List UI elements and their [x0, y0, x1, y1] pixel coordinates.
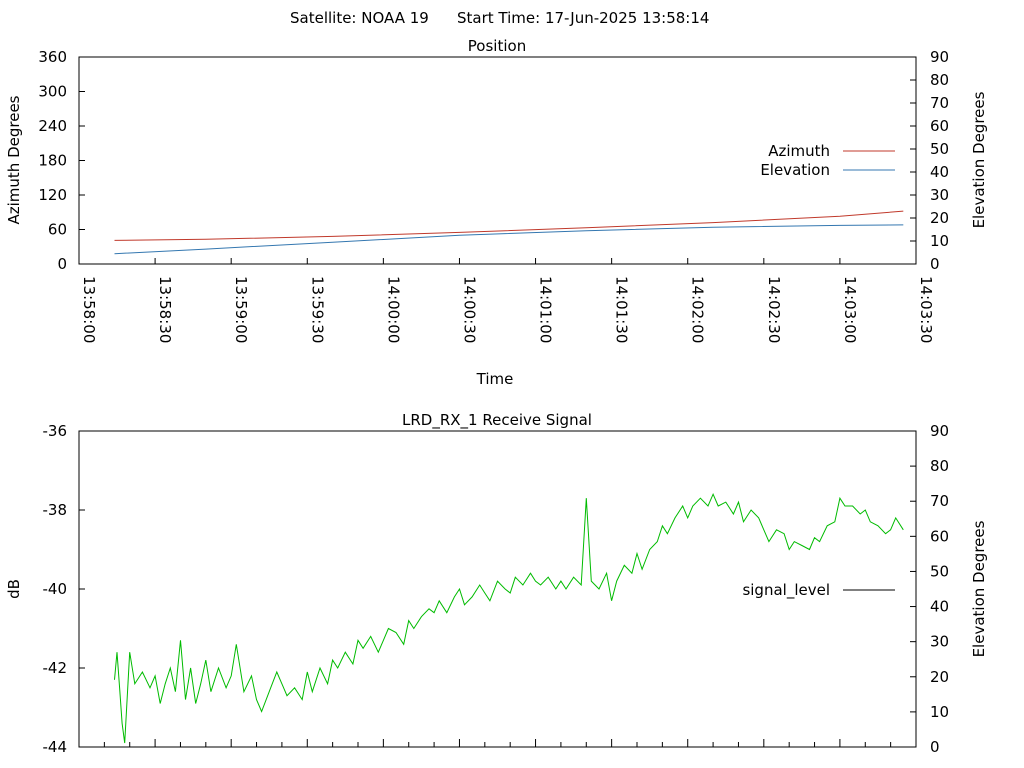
signal-y-tick-label: -40: [43, 580, 68, 598]
position-x-tick-label: 14:01:30: [613, 276, 631, 343]
position-y2-axis: 0 10 20 30 40 50 60 70 80 90: [910, 48, 949, 273]
position-x-tick-label: 14:03:00: [841, 276, 859, 343]
position-x-tick-label: 14:02:00: [689, 276, 707, 343]
position-y-tick-label: 0: [57, 255, 67, 273]
signal-y2-axis: 0 10 20 30 40 50 60 70 80 90: [910, 422, 949, 756]
position-y2-tick-label: 80: [930, 71, 949, 89]
azimuth-series-line: [114, 210, 904, 241]
signal-y-tick-label: -38: [43, 501, 68, 519]
signal-chart: LRD_RX_1 Receive Signal -44-42-40-38-36 …: [5, 411, 988, 756]
position-x-tick-label: 14:00:00: [384, 276, 402, 343]
position-x-axis: 13:58:00 13:58:30 13:59:00 13:59:30 14:00:00…: [78, 258, 935, 343]
position-y-tick-label: 240: [38, 117, 67, 135]
position-legend: Azimuth Elevation: [760, 142, 895, 179]
signal-y2label: Elevation Degrees: [970, 520, 988, 657]
signal-y2-tick-label: 70: [930, 492, 949, 510]
position-x-tick-label: 14:02:30: [765, 276, 783, 343]
start-time-label: Start Time: 17-Jun-2025 13:58:14: [457, 9, 709, 27]
position-x-tick-label: 13:59:00: [232, 276, 250, 343]
position-y-tick-label: 360: [38, 48, 67, 66]
position-y2-tick-label: 90: [930, 48, 949, 66]
position-y-axis: 0 60 120 180 240 300 360: [38, 48, 85, 273]
position-y2-tick-label: 60: [930, 117, 949, 135]
position-y-tick-label: 60: [48, 221, 67, 239]
position-x-tick-label: 14:03:30: [917, 276, 935, 343]
position-y2-tick-label: 10: [930, 232, 949, 250]
signal-y-axis: -44 -42 -40 -38 -36: [43, 422, 85, 756]
legend-elevation-label: Elevation: [760, 161, 830, 179]
position-y2label: Elevation Degrees: [970, 91, 988, 228]
signal-title: LRD_RX_1 Receive Signal: [402, 411, 592, 430]
position-x-tick-label: 14:00:30: [460, 276, 478, 343]
signal-legend: signal_level: [742, 581, 895, 600]
signal-x-axis: [78, 739, 917, 747]
position-x-tick-label: 13:58:30: [156, 276, 174, 343]
signal-level-series-line: [114, 492, 904, 744]
position-y2-tick-label: 50: [930, 140, 949, 158]
position-y2-tick-label: 20: [930, 209, 949, 227]
signal-y2-tick-label: 80: [930, 457, 949, 475]
signal-y-tick-label: -36: [43, 422, 68, 440]
position-y2-tick-label: 0: [930, 255, 940, 273]
position-y-tick-label: 300: [38, 83, 67, 101]
position-ylabel: Azimuth Degrees: [5, 95, 23, 224]
position-title: Position: [468, 37, 526, 55]
satellite-label: Satellite: NOAA 19: [290, 9, 429, 27]
signal-ylabel: dB: [5, 579, 23, 599]
position-x-tick-label: 14:01:00: [537, 276, 555, 343]
signal-y2-tick-label: 20: [930, 668, 949, 686]
position-y-tick-label: 120: [38, 186, 67, 204]
position-y2-tick-label: 30: [930, 186, 949, 204]
position-chart: Position 0 60 120 180 240 300 360 0 10 20 30 40 50 6…: [5, 37, 988, 388]
signal-y2-tick-label: 50: [930, 562, 949, 580]
signal-y2-tick-label: 90: [930, 422, 949, 440]
position-y2-tick-label: 40: [930, 163, 949, 181]
signal-y2-tick-label: 40: [930, 598, 949, 616]
legend-azimuth-label: Azimuth: [768, 142, 830, 160]
position-x-tick-label: 13:58:00: [80, 276, 98, 343]
signal-y2-tick-label: 60: [930, 527, 949, 545]
signal-y2-tick-label: 10: [930, 703, 949, 721]
signal-y2-tick-label: 0: [930, 738, 940, 756]
position-y2-tick-label: 70: [930, 94, 949, 112]
position-y-tick-label: 180: [38, 152, 67, 170]
position-x-tick-label: 13:59:30: [308, 276, 326, 343]
signal-y2-tick-label: 30: [930, 633, 949, 651]
signal-y-tick-label: -44: [43, 738, 68, 756]
elevation-series-line: [114, 224, 904, 255]
signal-y-tick-label: -42: [43, 659, 68, 677]
legend-signal-label: signal_level: [742, 581, 830, 600]
position-xlabel: Time: [476, 370, 514, 388]
